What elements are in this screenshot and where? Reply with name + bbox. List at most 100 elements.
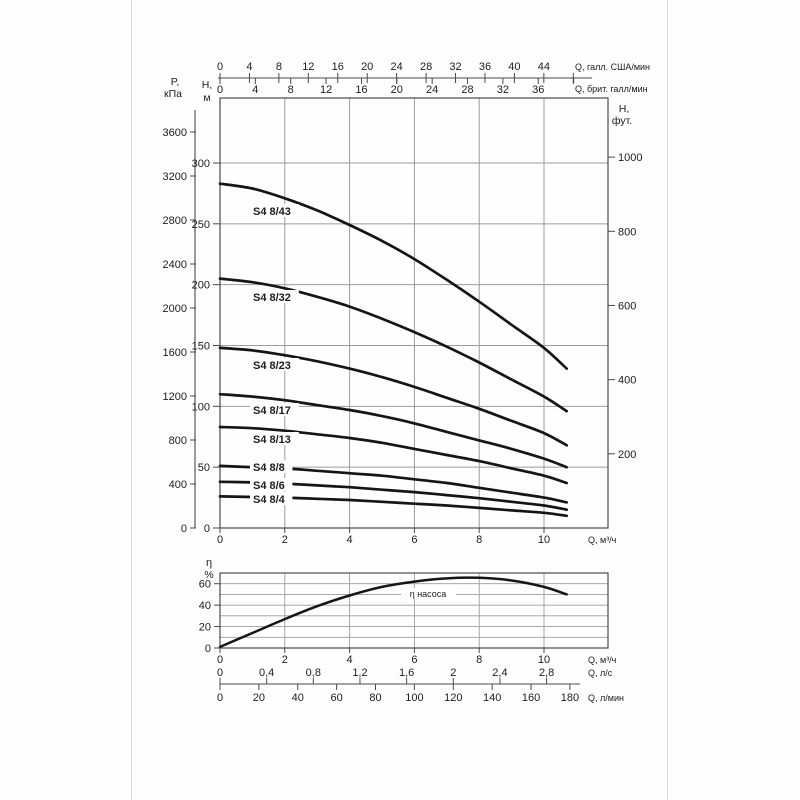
pump-curve-s4-8-43 <box>218 182 569 370</box>
curve-label: S4 8/13 <box>253 434 291 446</box>
tick-label: 200 <box>618 449 636 461</box>
tick-label: 16 <box>355 84 367 96</box>
tick-label: 4 <box>252 84 258 96</box>
pump-curve-s4-8-13 <box>218 425 569 485</box>
tick-label: 8 <box>288 84 294 96</box>
tick-label: 12 <box>320 84 332 96</box>
axis-unit-label: P, <box>171 76 180 88</box>
pump-curve-s4-8-17 <box>218 392 569 469</box>
tick-label: 0 <box>205 643 211 655</box>
tick-label: 36 <box>532 84 544 96</box>
axis-unit-label: Q, брит. галл/мин <box>575 84 648 94</box>
curve-label: S4 8/17 <box>253 405 291 417</box>
tick-label: 600 <box>618 300 636 312</box>
tick-label: 2000 <box>163 303 187 315</box>
tick-label: 10 <box>538 654 550 666</box>
tick-label: 400 <box>169 479 187 491</box>
tick-label: 40 <box>292 692 304 704</box>
tick-label: 36 <box>479 61 491 73</box>
tick-label: 4 <box>347 654 353 666</box>
tick-label: 28 <box>461 84 473 96</box>
curve-label: S4 8/8 <box>253 462 285 474</box>
tick-label: 0 <box>204 523 210 535</box>
curve-label: S4 8/23 <box>253 360 291 372</box>
tick-label: 140 <box>483 692 501 704</box>
tick-label: 1000 <box>618 152 642 164</box>
curve-label: S4 8/43 <box>253 206 291 218</box>
tick-label: 300 <box>192 158 210 170</box>
tick-label: 6 <box>411 654 417 666</box>
axis-unit-label: кПа <box>164 88 182 100</box>
tick-label: 400 <box>618 375 636 387</box>
tick-label: 32 <box>449 61 461 73</box>
page-edge-right <box>667 0 668 800</box>
axis-unit-label: % <box>204 569 213 581</box>
axis-unit-label: H, <box>619 103 630 115</box>
tick-label: 2400 <box>163 259 187 271</box>
curve-label-mask <box>250 290 299 303</box>
tick-label: 20 <box>391 84 403 96</box>
tick-label: 1600 <box>163 347 187 359</box>
curve-label-mask <box>250 358 299 371</box>
efficiency-curve <box>218 576 568 649</box>
tick-label: 1,6 <box>399 667 414 679</box>
tick-label: 12 <box>302 61 314 73</box>
axis-unit-label: Q, м³/ч <box>588 655 617 665</box>
tick-label: 60 <box>331 692 343 704</box>
tick-label: 800 <box>169 435 187 447</box>
tick-label: 2,4 <box>492 667 507 679</box>
tick-label: 2800 <box>163 215 187 227</box>
curve-label-mask <box>250 403 299 416</box>
tick-label: 150 <box>192 340 210 352</box>
curve-label-mask <box>250 204 299 217</box>
tick-label: 60 <box>199 579 211 591</box>
tick-label: 44 <box>538 61 550 73</box>
tick-label: 4 <box>347 534 353 546</box>
curve-label-mask <box>250 432 299 445</box>
axis-unit-label: м <box>203 92 210 104</box>
tick-label: 20 <box>253 692 265 704</box>
tick-label: 2,8 <box>539 667 554 679</box>
tick-label: 800 <box>618 226 636 238</box>
axis-unit-label: Q, м³/ч <box>588 535 617 545</box>
tick-label: 8 <box>476 654 482 666</box>
axis-unit-label: Q, галл. США/мин <box>575 62 650 72</box>
tick-label: 3600 <box>163 127 187 139</box>
tick-label: 160 <box>522 692 540 704</box>
tick-label: 0 <box>217 84 223 96</box>
tick-label: 10 <box>538 534 550 546</box>
pump-curve-s4-8-23 <box>218 346 569 447</box>
tick-label: 120 <box>444 692 462 704</box>
curve-label-mask <box>250 478 293 491</box>
tick-label: 8 <box>276 61 282 73</box>
tick-label: 180 <box>561 692 579 704</box>
tick-label: 6 <box>411 534 417 546</box>
axis-unit-label: Q, л/с <box>588 668 613 678</box>
axis-unit-label: H, <box>202 79 213 91</box>
curve-label-mask <box>250 492 293 505</box>
tick-label: 2 <box>282 654 288 666</box>
tick-label: 20 <box>199 622 211 634</box>
tick-label: 8 <box>476 534 482 546</box>
tick-label: 0,8 <box>306 667 321 679</box>
tick-label: 0 <box>217 692 223 704</box>
tick-label: 80 <box>369 692 381 704</box>
tick-label: 32 <box>497 84 509 96</box>
tick-label: 0 <box>217 534 223 546</box>
curve-label: S4 8/6 <box>253 480 285 492</box>
tick-label: 1200 <box>163 391 187 403</box>
axis-unit-label: Q, л/мин <box>588 693 624 703</box>
tick-label: 40 <box>508 61 520 73</box>
tick-label: 28 <box>420 61 432 73</box>
tick-label: 50 <box>198 462 210 474</box>
tick-label: 20 <box>361 61 373 73</box>
tick-label: 0,4 <box>259 667 274 679</box>
axis-unit-label: фут. <box>612 115 632 127</box>
axis-unit-label: η <box>206 557 212 569</box>
efficiency-curve-label: η насоса <box>410 589 447 599</box>
tick-label: 0 <box>217 667 223 679</box>
tick-label: 16 <box>332 61 344 73</box>
tick-label: 2 <box>282 534 288 546</box>
curve-label: S4 8/4 <box>253 494 286 506</box>
